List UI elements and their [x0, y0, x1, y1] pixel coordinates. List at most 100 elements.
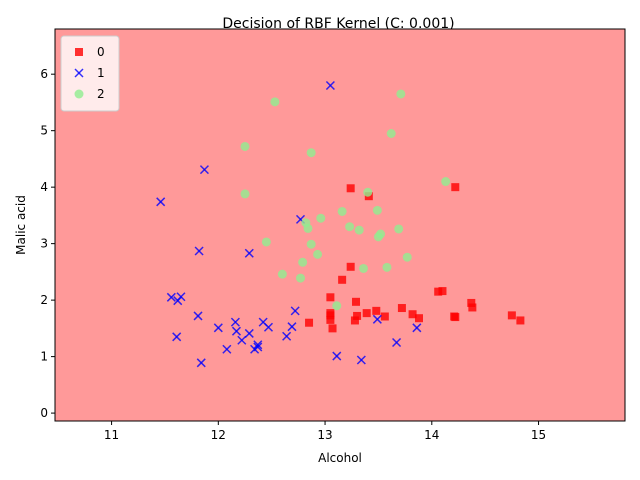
y-tick-label: 6 [40, 67, 48, 81]
point-class-0 [326, 315, 335, 324]
legend-entry-2: 2 [74, 87, 105, 101]
point-class-1 [156, 197, 166, 207]
point-class-0 [438, 287, 447, 296]
point-class-2 [270, 97, 280, 107]
point-class-1 [325, 80, 335, 91]
point-class-1 [196, 358, 206, 368]
point-class-2 [396, 89, 406, 99]
point-class-0 [414, 314, 423, 323]
point-class-1 [194, 246, 204, 256]
point-class-1 [172, 332, 182, 342]
point-class-1 [166, 292, 176, 302]
point-class-1 [392, 337, 402, 348]
series-1 [156, 80, 422, 368]
legend-marker-0 [75, 48, 83, 56]
plot-frame [54, 28, 626, 422]
x-tick-label: 12 [211, 428, 226, 442]
point-class-2 [402, 252, 412, 262]
point-class-1 [412, 323, 422, 333]
point-class-1 [244, 328, 254, 338]
point-class-1 [231, 326, 241, 336]
point-class-2 [306, 148, 316, 158]
x-axis-label: Alcohol [318, 451, 362, 465]
y-tick-label: 0 [40, 406, 48, 420]
x-tick-label: 11 [104, 428, 119, 442]
point-class-1 [244, 248, 254, 258]
point-class-1 [253, 340, 263, 350]
point-class-0 [338, 275, 347, 284]
data-points [156, 80, 525, 368]
point-class-1 [213, 323, 223, 333]
point-class-2 [358, 263, 368, 273]
point-class-1 [253, 342, 263, 352]
x-tick-label: 13 [317, 428, 332, 442]
point-class-1 [356, 355, 366, 365]
y-axis: 0 1 2 3 4 5 6 [40, 67, 55, 420]
point-class-1 [282, 331, 292, 341]
y-tick-label: 1 [40, 350, 48, 364]
legend-entry-0: 0 [75, 45, 105, 59]
point-class-2 [394, 224, 404, 234]
point-class-1 [372, 314, 382, 324]
point-class-2 [337, 206, 347, 216]
point-class-0 [346, 184, 355, 193]
point-class-2 [354, 225, 364, 235]
y-tick-label: 4 [40, 180, 48, 194]
point-class-2 [345, 222, 355, 232]
point-class-2 [382, 262, 392, 272]
point-class-1 [193, 311, 203, 321]
series-2 [240, 89, 451, 311]
point-class-0 [326, 311, 335, 320]
point-class-0 [408, 310, 417, 319]
decision-region [55, 29, 625, 421]
legend-marker-2 [74, 89, 84, 99]
y-axis-label: Malic acid [14, 195, 28, 255]
legend-label: 0 [97, 45, 105, 59]
point-class-1 [199, 165, 209, 175]
point-class-1 [176, 292, 186, 302]
legend-marker-1 [74, 68, 84, 78]
point-class-0 [305, 318, 314, 327]
y-tick-label: 2 [40, 293, 48, 307]
point-class-2 [363, 187, 373, 197]
point-class-2 [240, 189, 250, 199]
point-class-2 [332, 301, 342, 311]
point-class-0 [467, 298, 476, 307]
point-class-0 [450, 312, 459, 321]
point-class-0 [352, 297, 361, 306]
point-class-0 [434, 287, 443, 296]
point-class-1 [287, 322, 297, 332]
point-class-0 [346, 262, 355, 271]
point-class-2 [296, 273, 306, 283]
x-tick-label: 15 [531, 428, 546, 442]
point-class-0 [350, 316, 359, 325]
point-class-2 [313, 249, 323, 259]
chart-title: Decision of RBF Kernel (C: 0.001) [222, 16, 454, 32]
point-class-2 [376, 229, 386, 239]
point-class-0 [451, 183, 460, 192]
point-class-2 [240, 141, 250, 151]
point-class-2 [277, 269, 287, 279]
point-class-2 [316, 213, 326, 223]
legend-label: 2 [97, 87, 105, 101]
point-class-2 [303, 223, 313, 233]
legend-label: 1 [97, 66, 105, 80]
point-class-1 [290, 306, 300, 316]
point-class-0 [397, 304, 406, 313]
x-axis: 11 12 13 14 15 [104, 421, 546, 442]
point-class-0 [468, 303, 477, 312]
point-class-1 [263, 322, 274, 332]
legend-entry-1: 1 [74, 66, 105, 80]
y-tick-label: 5 [40, 124, 48, 138]
point-class-1 [237, 335, 247, 345]
y-tick-label: 3 [40, 237, 48, 251]
point-class-1 [332, 351, 342, 361]
point-class-2 [386, 128, 396, 138]
point-class-0 [353, 311, 362, 320]
point-class-0 [326, 293, 335, 302]
point-class-0 [380, 312, 389, 321]
legend-box [60, 35, 120, 112]
point-class-0 [328, 324, 337, 333]
point-class-2 [306, 239, 316, 249]
